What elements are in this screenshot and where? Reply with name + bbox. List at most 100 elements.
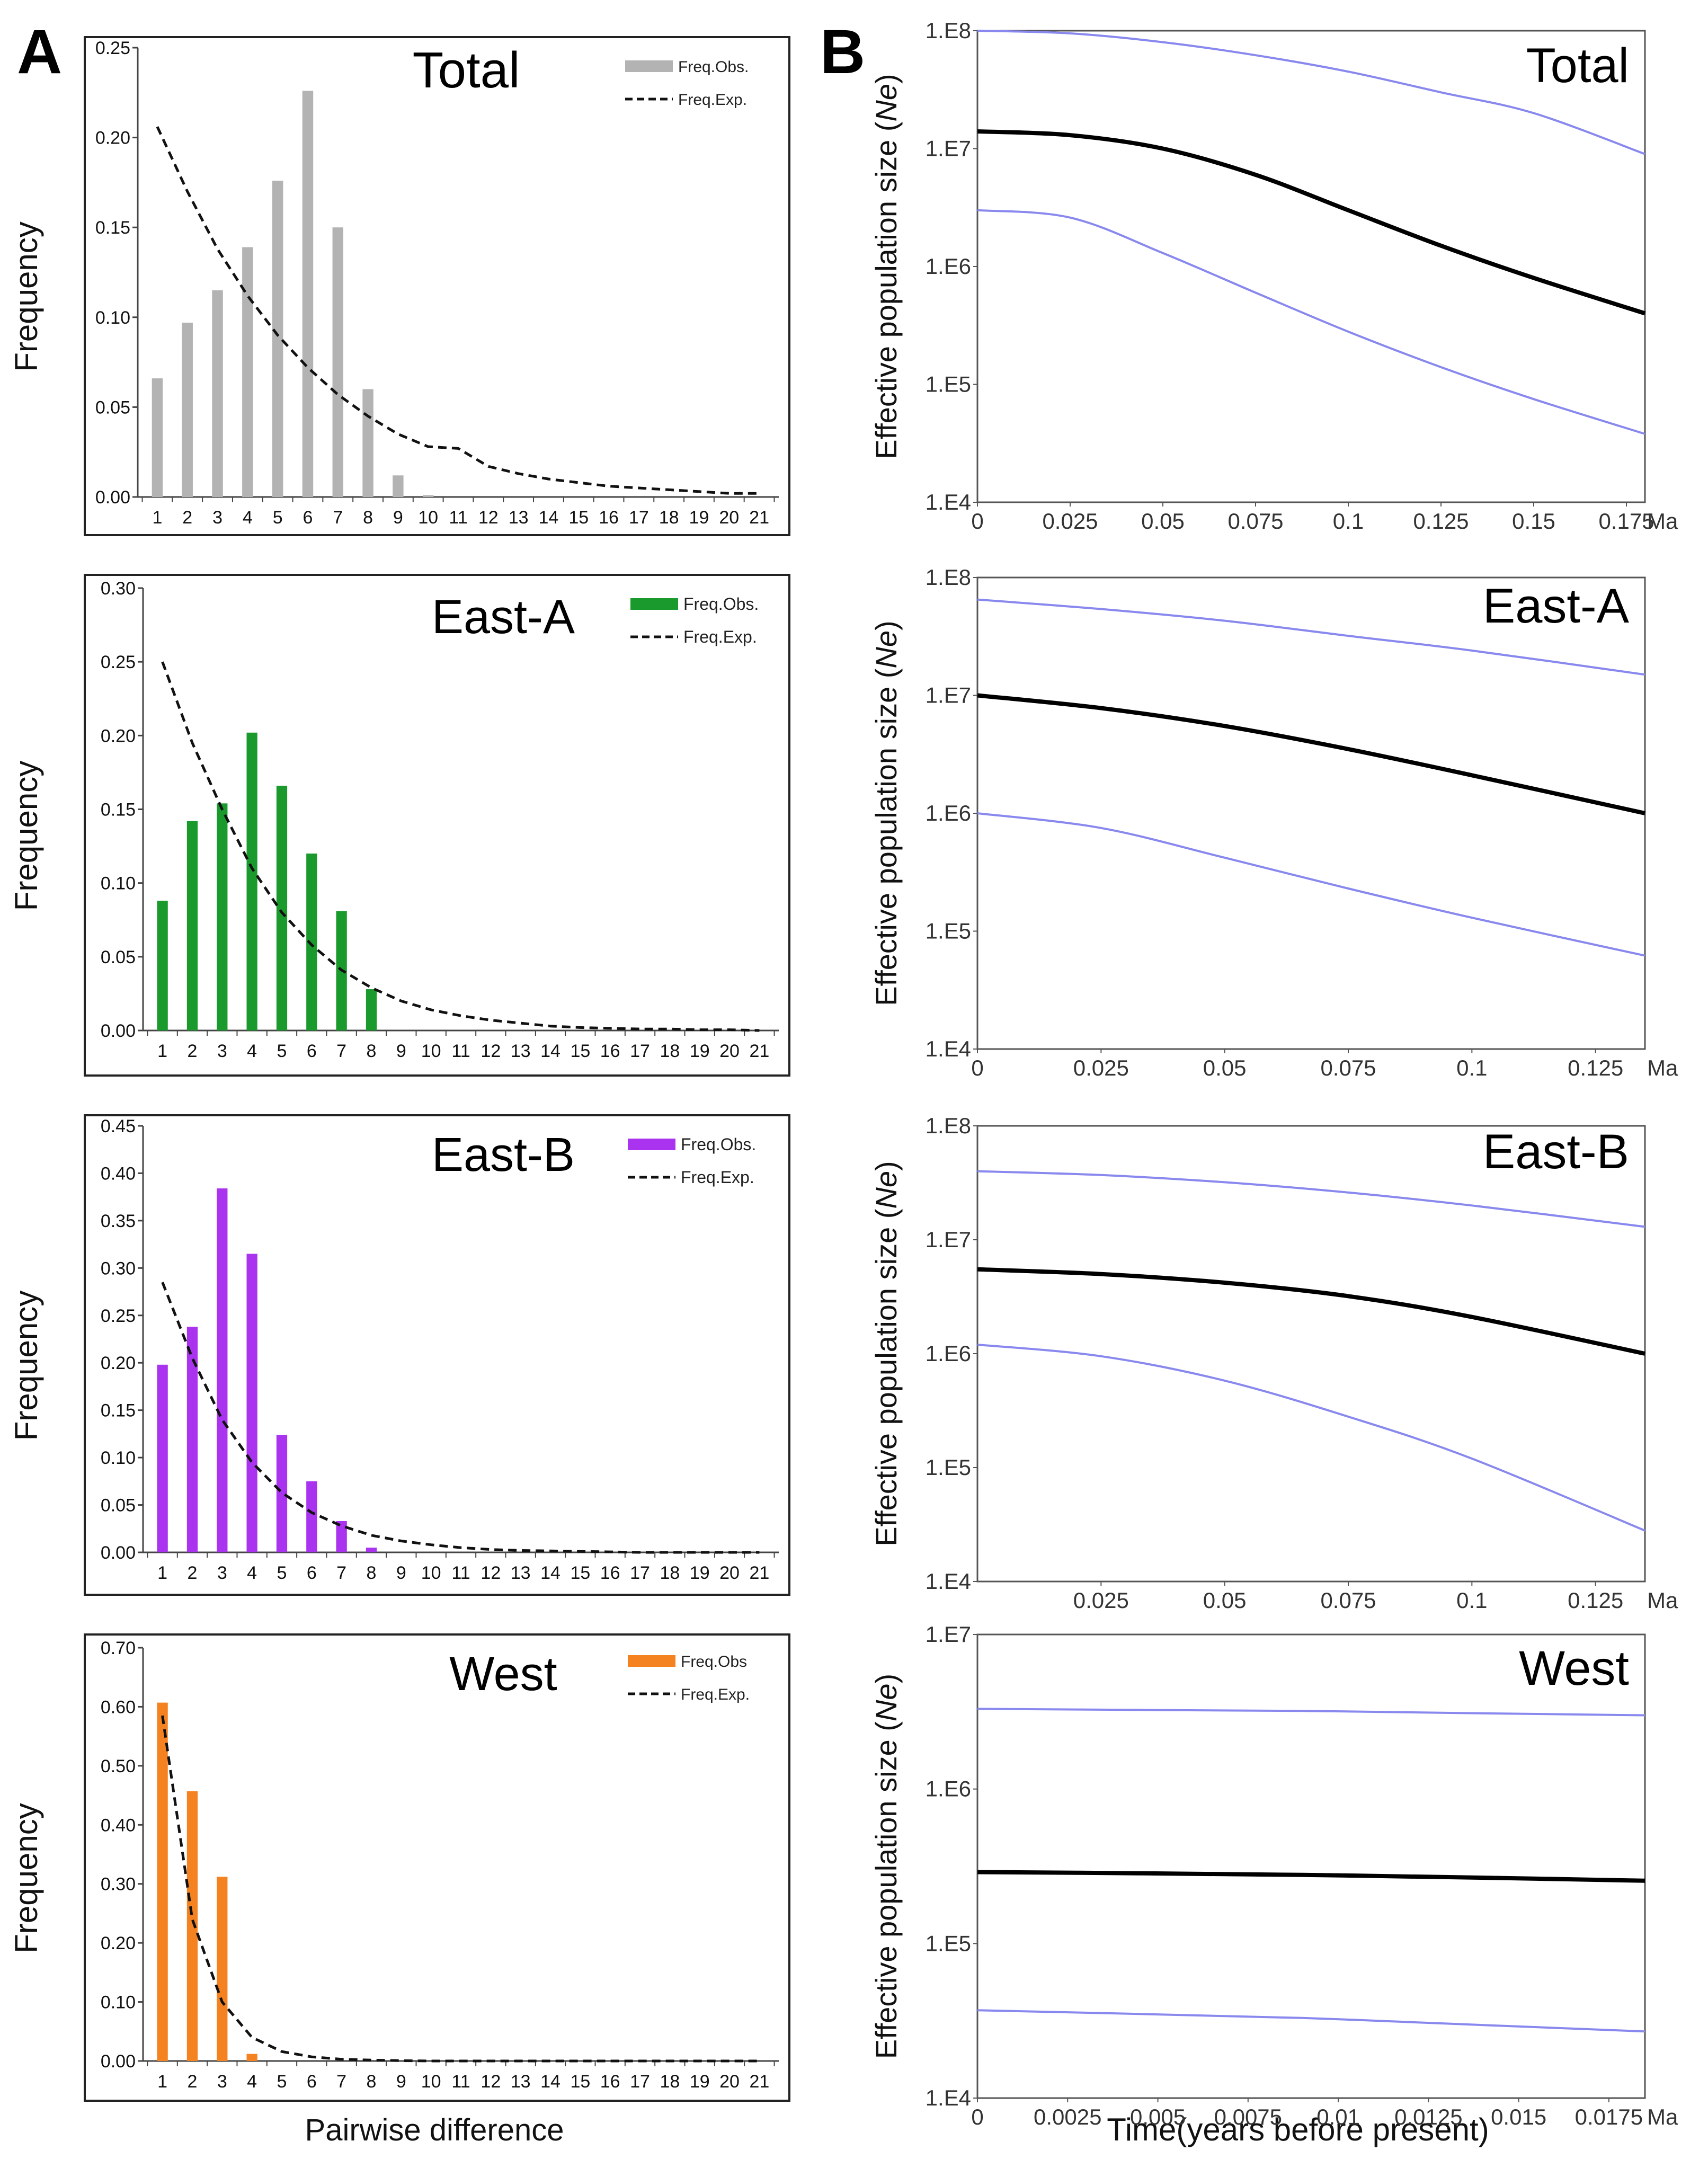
chart-frame [976, 576, 1646, 1050]
hpd-line [977, 2009, 1645, 2033]
panel-label-a: A [17, 17, 62, 87]
x-tick-label: 16 [600, 1041, 620, 1061]
y-tick-label: 0.00 [95, 487, 130, 508]
x-tick-label: 2 [187, 1041, 197, 1061]
y-tick-label: 1.E7 [926, 1227, 971, 1252]
x-tick-label: 11 [451, 2072, 470, 2092]
y-tick-label: 0.15 [101, 800, 136, 820]
bar [306, 854, 317, 1030]
panel-a-xlabel: Pairwise difference [305, 2113, 564, 2147]
chart-A-west: 0.000.100.200.300.400.500.600.701 2 3 4 5 6 7 8… [8, 1633, 790, 2102]
x-tick-label: 0.1 [1333, 509, 1364, 534]
expected-line [161, 1715, 760, 2063]
expected-line [161, 661, 760, 1032]
bar [186, 1791, 198, 2061]
x-tick-label: 12 [481, 1563, 501, 1583]
x-tick-label: 10 [421, 2072, 441, 2092]
y-axis-label: Effective population size (Ne) [869, 74, 903, 459]
y-tick-label: 1.E6 [926, 1776, 971, 1801]
x-tick-label: 14 [540, 1041, 561, 1061]
chart-B-total: 1.E4 1.E5 1.E6 1.E7 1.E8 0 0.025 0.05 0.075 0.1 0.… [869, 18, 1678, 534]
y-tick-label: 0.35 [101, 1211, 136, 1231]
y-tick-label: 1.E6 [926, 801, 971, 825]
x-tick-label: 1 [152, 508, 162, 528]
bar [157, 1364, 168, 1552]
x-tick-label: 0 [971, 509, 983, 534]
bar [366, 989, 377, 1030]
legend-label-obs: Freq.Obs. [678, 58, 749, 76]
x-tick-label: 0.0025 [1034, 2104, 1101, 2129]
y-tick-label: 1.E5 [926, 919, 971, 944]
bar [242, 247, 253, 497]
bar [246, 1254, 257, 1552]
legend-label-exp: Freq.Exp. [681, 1168, 754, 1187]
x-tick-label: 15 [570, 2072, 590, 2092]
x-tick-label: 13 [511, 2072, 531, 2092]
x-tick-label: 17 [630, 1563, 650, 1583]
hpd-line [977, 209, 1645, 435]
bar [302, 91, 314, 497]
x-tick-label: 7 [336, 1041, 346, 1061]
y-tick-label: 1.E5 [926, 372, 971, 397]
hpd-line [977, 1344, 1645, 1532]
y-tick-label: 0.20 [101, 1353, 136, 1373]
y-tick-label: 0.50 [101, 1756, 136, 1776]
x-tick-label: 16 [599, 508, 619, 528]
chart-title: East-A [432, 591, 575, 644]
x-tick-label: 11 [451, 1563, 470, 1583]
x-tick-label: 20 [719, 1563, 740, 1583]
x-tick-label: 0.025 [1073, 1588, 1129, 1613]
y-tick-label: 0.00 [101, 2051, 136, 2072]
y-tick-label: 0.10 [95, 308, 130, 328]
y-tick-label: 0.40 [101, 1163, 136, 1184]
x-tick-label: 7 [336, 2072, 346, 2092]
x-tick-label: 20 [719, 2072, 740, 2092]
x-tick-label: 8 [367, 1563, 377, 1583]
x-tick-label: 21 [749, 1041, 769, 1061]
x-tick-label: 0.0125 [1394, 2104, 1462, 2129]
bar [306, 1481, 317, 1552]
y-tick-label: 0.10 [101, 874, 136, 894]
bar [152, 378, 163, 497]
x-tick-label: 5 [273, 508, 283, 528]
expected-line [161, 1282, 760, 1554]
chart-title: East-A [1483, 579, 1630, 633]
y-tick-label: 1.E8 [926, 565, 971, 590]
x-tick-label: 0.125 [1413, 509, 1469, 534]
y-tick-label: 0.25 [95, 38, 130, 58]
y-tick-label: 1.E7 [926, 136, 971, 161]
x-tick-label: 15 [570, 1041, 590, 1061]
y-tick-label: 0.10 [101, 1448, 136, 1468]
y-axis-label-main: Effective population size ( [869, 1721, 903, 2059]
x-tick-label: 9 [396, 1563, 406, 1583]
y-axis-label-italic: Ne [869, 1683, 903, 1721]
x-tick-label: 8 [363, 508, 373, 528]
x-unit-label: Ma [1647, 2104, 1678, 2129]
chart-frame [84, 36, 790, 536]
y-tick-label: 0.05 [95, 397, 130, 417]
legend-label-obs: Freq.Obs. [683, 594, 759, 614]
x-tick-label: 5 [277, 1041, 287, 1061]
chart-A-eastB: 0.00 0.05 0.10 0.15 0.20 0.25 0.30 0.35 0.40 0.45… [8, 1114, 790, 1596]
hpd-line [977, 30, 1645, 155]
x-tick-label: 5 [277, 1563, 287, 1583]
x-tick-label: 19 [690, 1041, 710, 1061]
x-tick-label: 3 [217, 1563, 227, 1583]
bar [186, 821, 198, 1030]
x-tick-label: 16 [600, 2072, 620, 2092]
y-axis-label-main: Effective population size ( [869, 668, 903, 1006]
x-tick-label: 12 [478, 508, 499, 528]
chart-frame [84, 1633, 790, 2102]
x-tick-label: 10 [421, 1041, 441, 1061]
bar [366, 1548, 377, 1552]
x-tick-label: 1 [157, 1041, 167, 1061]
y-tick-label: 1.E7 [926, 1622, 971, 1647]
x-tick-label: 0.175 [1598, 509, 1654, 534]
y-tick-label: 1.E4 [926, 1569, 971, 1594]
y-tick-label: 0.20 [95, 128, 130, 148]
x-tick-label: 5 [277, 2072, 287, 2092]
charts-layer: 0.000.050.100.150.200.251 2 3 4 5 6 7 8 9 10 11 12 1… [8, 18, 1678, 2129]
bar [157, 901, 168, 1030]
x-tick-label: 0.025 [1042, 509, 1098, 534]
